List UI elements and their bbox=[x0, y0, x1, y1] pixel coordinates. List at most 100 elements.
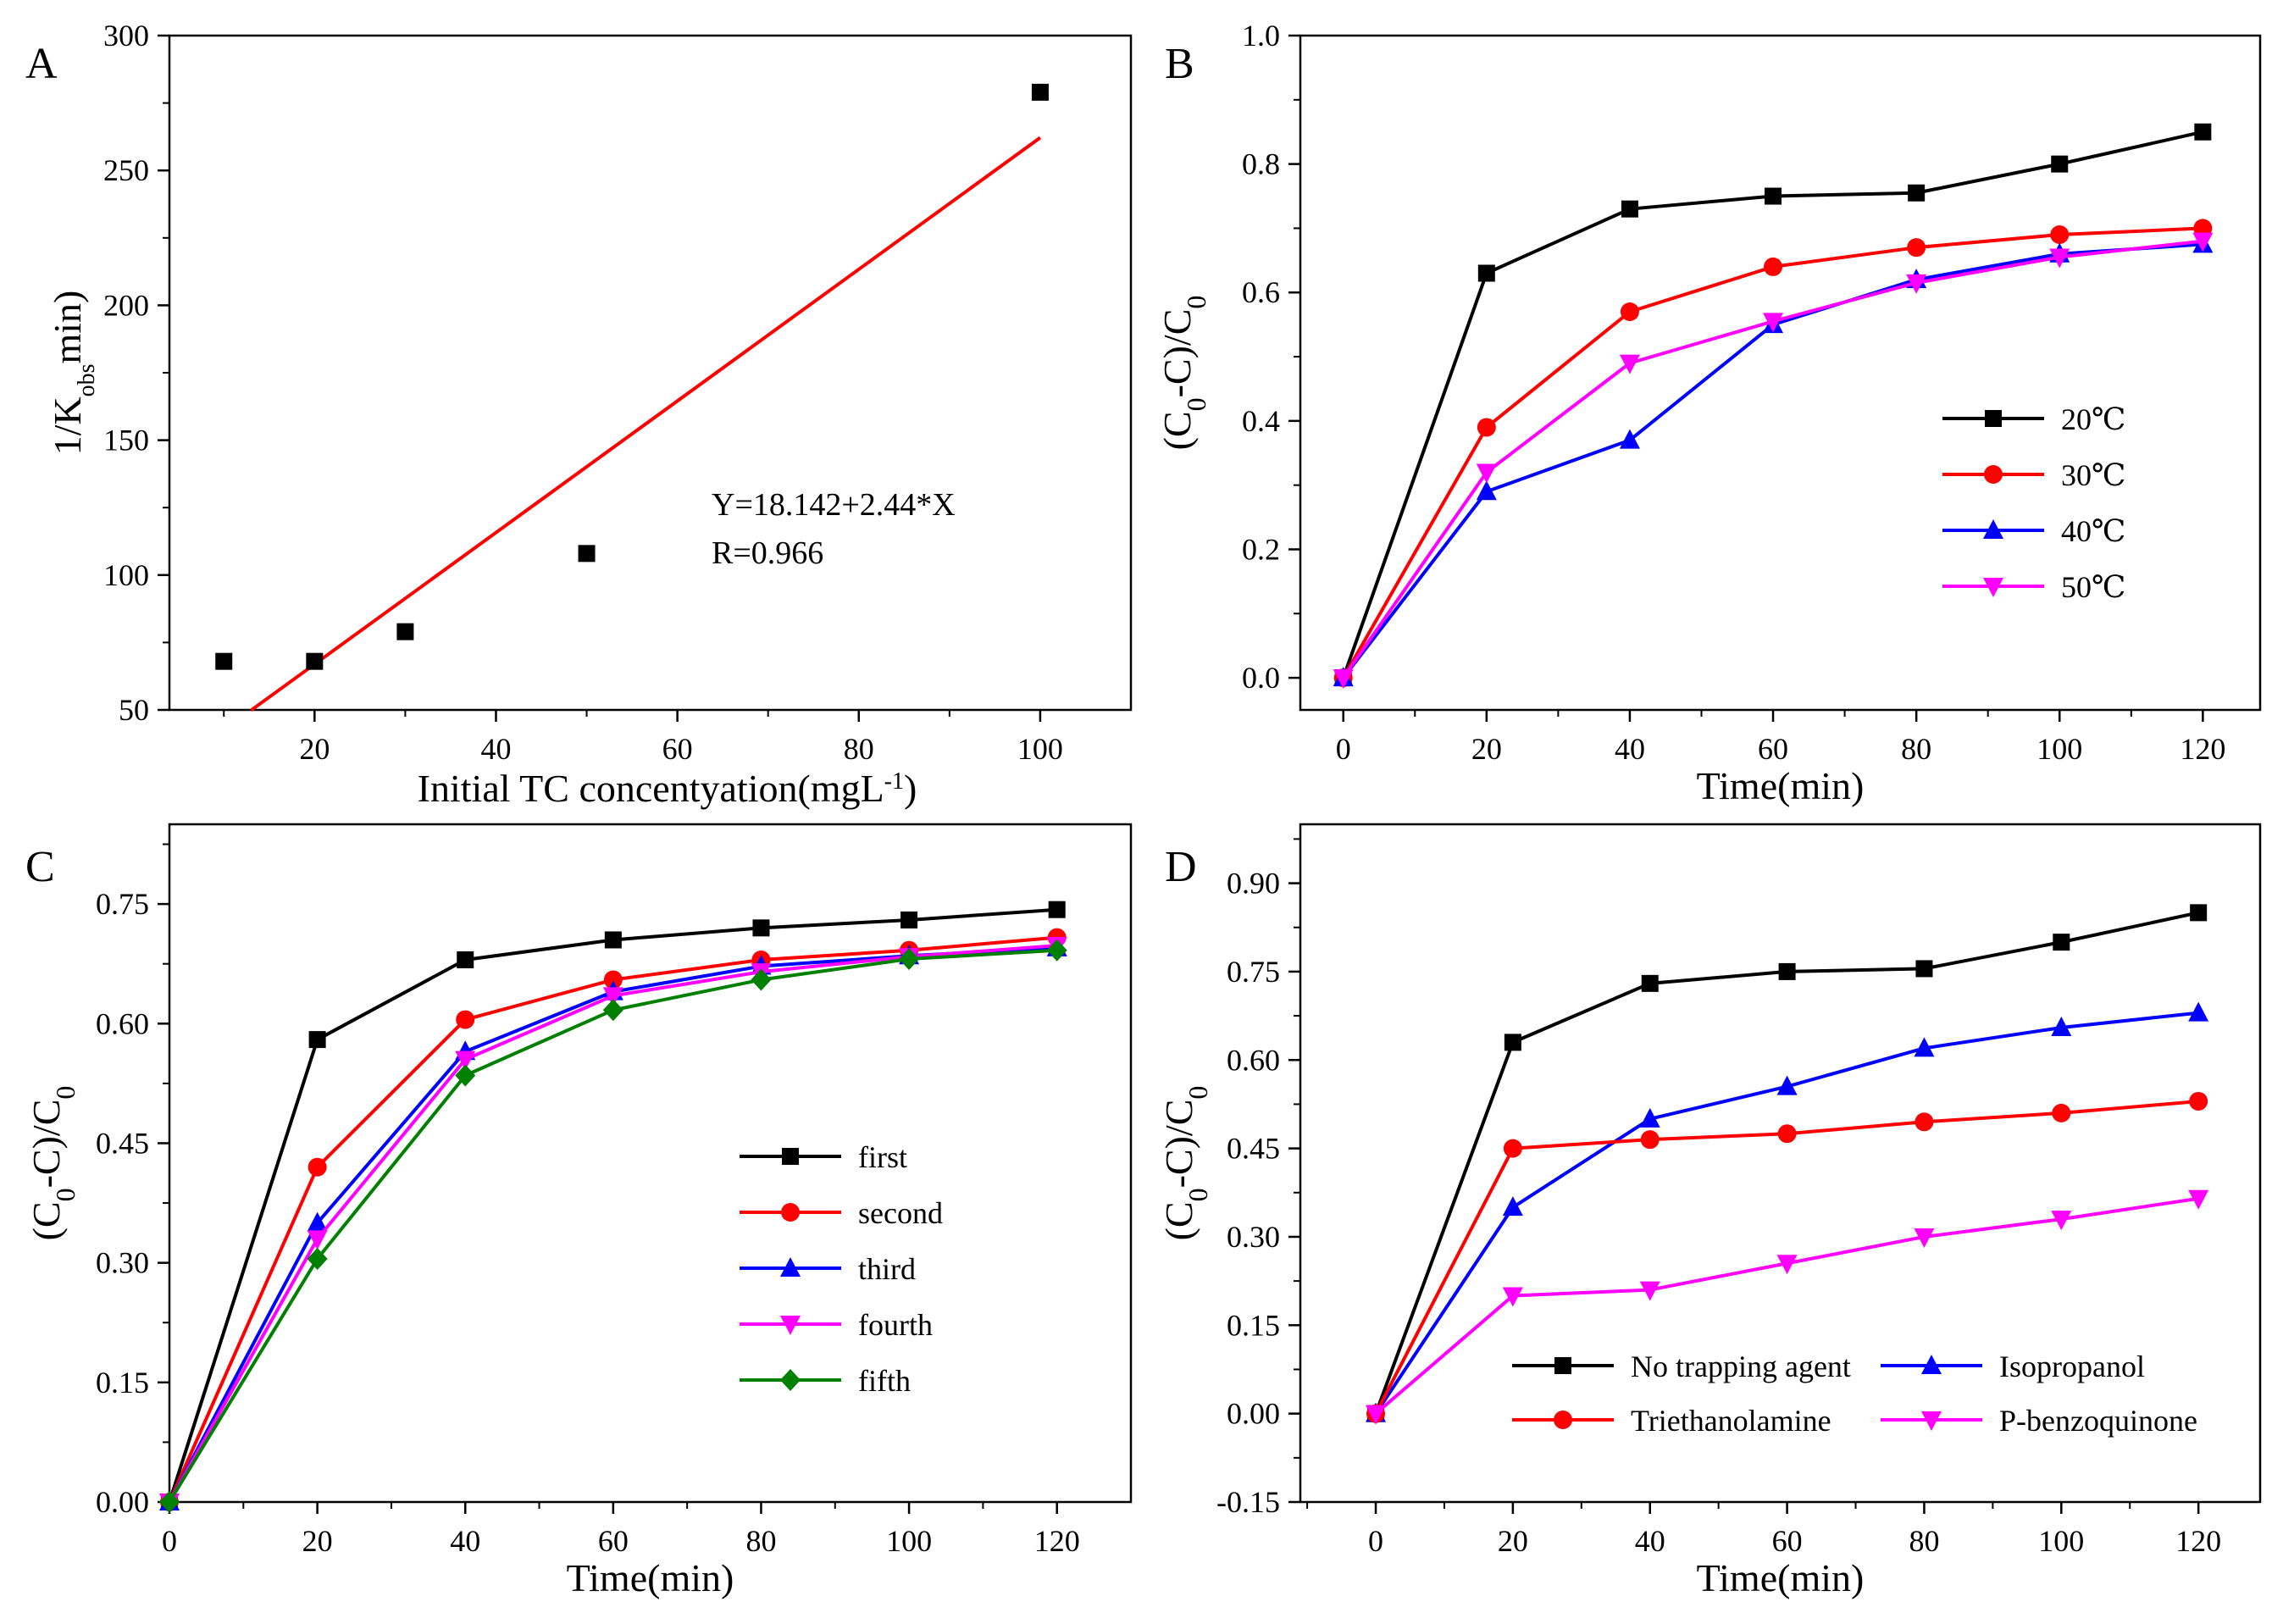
fit-equation: Y=18.142+2.44*X bbox=[712, 487, 956, 523]
chart-panel-c: C 0 20 40 60 80 100 120 0.00 0.15 0.30 0.45 0.60 0.75… bbox=[25, 823, 1133, 1599]
y-axis-label: 1/Kobsmin) bbox=[46, 291, 100, 456]
data-point bbox=[899, 948, 920, 971]
legend-label: fifth bbox=[858, 1364, 911, 1398]
y-tick-label: 0.4 bbox=[1242, 404, 1280, 438]
y-tick-label: 0.00 bbox=[1227, 1397, 1280, 1431]
y-tick-label: 0.2 bbox=[1242, 532, 1280, 566]
data-point bbox=[1763, 313, 1784, 333]
data-point bbox=[1621, 200, 1638, 218]
data-point bbox=[1908, 184, 1926, 202]
legend-label: No trapping agent bbox=[1631, 1350, 1851, 1383]
legend-label: second bbox=[858, 1196, 943, 1230]
plot-frame bbox=[1299, 34, 2262, 712]
data-point bbox=[1914, 1228, 1935, 1248]
x-axis-label: Time(min) bbox=[1697, 764, 1865, 807]
x-tick-label: 0 bbox=[1336, 732, 1351, 766]
data-point bbox=[2052, 1103, 2071, 1122]
data-point bbox=[2194, 123, 2212, 141]
y-tick-label: 0.75 bbox=[1227, 955, 1280, 989]
chart-panel-a: A 20 40 60 80 100 50 100 150 200 250 300 Initial TC … bbox=[25, 19, 1133, 810]
y-axis-label: (C0-C)/C0 bbox=[1155, 296, 1211, 451]
data-point bbox=[1640, 1130, 1660, 1150]
x-tick-label: 0 bbox=[1368, 1524, 1383, 1558]
x-tick-label: 80 bbox=[1909, 1524, 1939, 1558]
y-tick-label: 0.6 bbox=[1242, 275, 1280, 309]
legend-label: 50℃ bbox=[2061, 570, 2125, 604]
x-tick-label: 20 bbox=[1498, 1524, 1528, 1558]
y-tick-label: 0.45 bbox=[1227, 1132, 1280, 1166]
y-tick-label: 1.0 bbox=[1242, 19, 1280, 53]
data-point bbox=[2188, 1001, 2209, 1022]
data-point bbox=[308, 1157, 327, 1177]
panel-letter: A bbox=[25, 40, 58, 88]
data-point bbox=[396, 623, 414, 640]
legend-marker bbox=[1983, 578, 2003, 597]
legend-label: Triethanolamine bbox=[1631, 1404, 1831, 1438]
x-tick-label: 20 bbox=[302, 1524, 333, 1558]
data-point bbox=[159, 1491, 180, 1513]
series-4 bbox=[159, 939, 1067, 1513]
data-point bbox=[1907, 238, 1926, 258]
legend-marker bbox=[1921, 1411, 1942, 1431]
series-3 bbox=[1333, 232, 2214, 690]
series-1 bbox=[1333, 219, 2213, 688]
data-point bbox=[307, 1247, 328, 1270]
data-point bbox=[307, 1211, 328, 1232]
data-point bbox=[1504, 1034, 1521, 1051]
data-point bbox=[602, 999, 623, 1022]
legend-label: first bbox=[858, 1140, 907, 1174]
chart-panel-b: B 0 20 40 60 80 100 120 0.0 0.2 0.4 0.6 0.8 1.0 Time(m… bbox=[1155, 19, 2262, 807]
data-point bbox=[604, 931, 622, 949]
data-point bbox=[1476, 480, 1497, 501]
x-tick-label: 60 bbox=[662, 732, 693, 766]
y-tick-label: 0.30 bbox=[1227, 1220, 1280, 1254]
data-point bbox=[2188, 1189, 2209, 1210]
legend-marker bbox=[1985, 410, 2002, 427]
y-tick-label: 250 bbox=[103, 153, 149, 187]
fit-r-value: R=0.966 bbox=[712, 535, 823, 571]
x-tick-label: 20 bbox=[299, 732, 330, 766]
data-point bbox=[1476, 463, 1497, 484]
panel-letter: D bbox=[1165, 843, 1197, 891]
x-tick-label: 80 bbox=[745, 1524, 776, 1558]
x-tick-label: 120 bbox=[2180, 732, 2225, 766]
y-tick-label: 0.8 bbox=[1242, 147, 1280, 181]
data-point bbox=[1477, 418, 1496, 437]
y-tick-label: -0.15 bbox=[1216, 1485, 1280, 1519]
y-tick-label: 200 bbox=[103, 288, 149, 322]
data-point bbox=[1031, 83, 1049, 101]
x-tick-label: 80 bbox=[1901, 732, 1931, 766]
data-point bbox=[1914, 1037, 1935, 1057]
data-point bbox=[1046, 939, 1067, 962]
legend-label: 40℃ bbox=[2061, 514, 2125, 548]
x-tick-label: 20 bbox=[1471, 732, 1502, 766]
y-tick-label: 0.75 bbox=[96, 887, 149, 921]
data-point bbox=[2051, 1017, 2072, 1036]
data-point bbox=[578, 545, 596, 563]
data-point bbox=[603, 970, 623, 989]
data-point bbox=[307, 1230, 328, 1250]
data-point bbox=[1620, 302, 1639, 321]
data-point bbox=[1915, 1112, 1934, 1132]
data-point bbox=[1477, 264, 1495, 282]
data-point bbox=[1502, 1196, 1523, 1217]
x-tick-label: 100 bbox=[1017, 732, 1063, 766]
x-tick-label: 100 bbox=[2038, 1524, 2084, 1558]
x-tick-label: 40 bbox=[1615, 732, 1645, 766]
legend-marker bbox=[1984, 465, 2003, 484]
fit-line bbox=[250, 136, 1042, 712]
data-point bbox=[900, 911, 918, 928]
series-1 bbox=[1366, 1001, 2209, 1422]
legend-label: 30℃ bbox=[2061, 458, 2125, 492]
x-axis-label: Initial TC concentyation(mgL-1) bbox=[418, 767, 917, 810]
y-tick-label: 0.15 bbox=[1227, 1308, 1280, 1342]
data-point bbox=[1619, 429, 1640, 449]
legend-marker bbox=[780, 1369, 801, 1391]
legend-label: 20℃ bbox=[2061, 402, 2125, 436]
series-0 bbox=[1367, 904, 2208, 1422]
data-point bbox=[1503, 1139, 1522, 1158]
legend-marker bbox=[780, 1257, 801, 1277]
data-point bbox=[1777, 1124, 1797, 1144]
data-point bbox=[1765, 187, 1782, 205]
data-point bbox=[2051, 155, 2069, 173]
